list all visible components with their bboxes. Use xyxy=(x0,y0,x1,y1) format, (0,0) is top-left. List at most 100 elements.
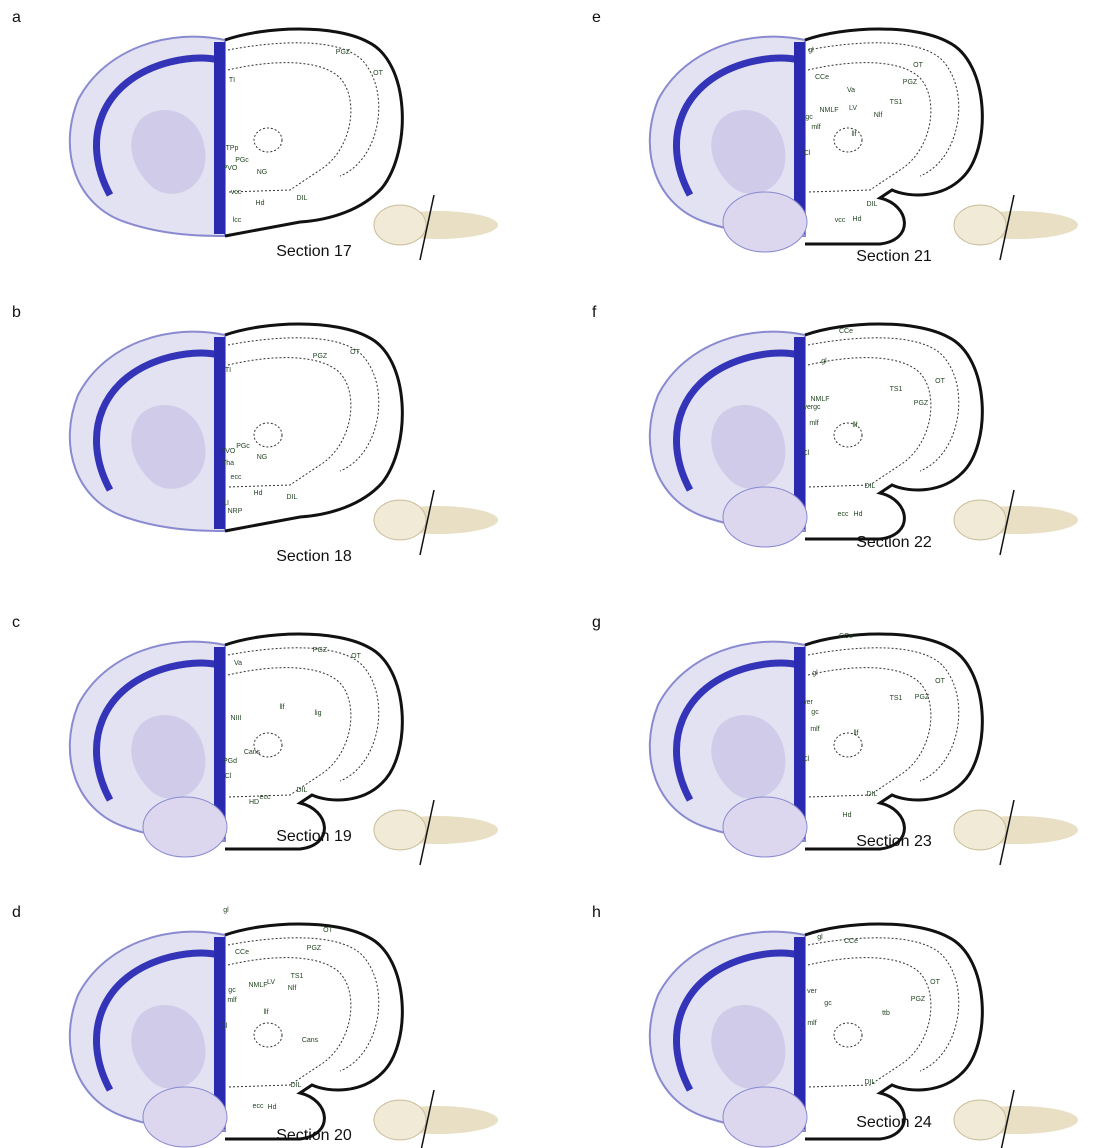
region-label: Cl xyxy=(804,150,811,157)
region-label: OT xyxy=(351,653,361,660)
panel-letter: f xyxy=(592,304,597,321)
fish-head xyxy=(374,500,426,540)
region-label: PGZ xyxy=(914,400,929,407)
nucleus-outline xyxy=(834,423,862,447)
region-label: NMLF xyxy=(248,982,267,989)
region-label: gl xyxy=(821,358,827,365)
region-label: Va xyxy=(847,87,855,94)
region-label: TI xyxy=(229,77,235,84)
region-label: gl xyxy=(817,934,823,941)
region-label: TS1 xyxy=(291,973,304,980)
region-label: Cl xyxy=(803,450,810,457)
region-label: mlf xyxy=(811,124,820,131)
inner-boundary xyxy=(228,43,379,176)
outline xyxy=(225,634,402,849)
panel-letter: a xyxy=(12,9,21,26)
ventral-histology xyxy=(723,1087,807,1147)
nucleus-outline xyxy=(254,128,282,152)
inner-boundary xyxy=(228,938,379,1071)
panel: eSection 21glOTVaPGZCCeLVTS1NMLFNlfgcmlf… xyxy=(592,9,1078,265)
region-label: gc xyxy=(228,987,236,994)
fish-head xyxy=(954,205,1006,245)
inner-boundary xyxy=(808,358,931,487)
region-label: OT xyxy=(913,62,923,69)
region-label: ver xyxy=(803,699,813,706)
inner-boundary xyxy=(228,958,351,1087)
region-label: PVO xyxy=(223,165,238,172)
region-label: gc xyxy=(805,114,813,121)
outline xyxy=(805,324,982,539)
section-label: Section 24 xyxy=(856,1114,932,1131)
region-label: PGc xyxy=(236,443,250,450)
inner-boundary xyxy=(228,358,351,487)
region-label: TS1 xyxy=(890,386,903,393)
region-label: lig xyxy=(314,710,321,717)
region-label: ecc xyxy=(231,474,242,481)
panel-letter: e xyxy=(592,9,601,26)
panel-letter: g xyxy=(592,614,601,631)
inner-boundary xyxy=(228,338,379,471)
region-label: gc xyxy=(824,1000,832,1007)
fish-head xyxy=(374,205,426,245)
region-label: TS1 xyxy=(890,695,903,702)
region-label: PGZ xyxy=(313,647,328,654)
inner-boundary xyxy=(228,648,379,781)
inner-boundary xyxy=(808,648,959,781)
inner-boundary xyxy=(808,668,931,797)
region-label: Cans xyxy=(244,749,261,756)
region-label: Va xyxy=(234,660,242,667)
region-label: Cl xyxy=(803,756,810,763)
region-label: PGZ xyxy=(915,694,930,701)
region-label: CCe xyxy=(815,74,829,81)
inner-boundary xyxy=(808,338,959,471)
outline xyxy=(805,924,982,1139)
inner-boundary xyxy=(228,63,351,192)
panel: fSection 22CCeglOTTS1PGZNMLFvergcmlfllfC… xyxy=(592,304,1078,555)
region-label: TI xyxy=(225,367,231,374)
region-label: ecc xyxy=(260,794,271,801)
outline xyxy=(805,29,982,244)
nucleus-outline xyxy=(834,1023,862,1047)
region-label: NG xyxy=(257,169,268,176)
nucleus-outline xyxy=(254,423,282,447)
region-label: OT xyxy=(935,678,945,685)
region-label: NG xyxy=(257,454,268,461)
region-label: Cl xyxy=(225,773,232,780)
region-label: Hd xyxy=(254,490,263,497)
region-label: Tha xyxy=(222,460,234,467)
region-label: Cl xyxy=(221,1023,228,1030)
fish-head xyxy=(374,810,426,850)
region-label: PGd xyxy=(223,758,237,765)
region-label: NMLF xyxy=(810,396,829,403)
outline xyxy=(225,29,402,236)
region-label: PGZ xyxy=(911,996,926,1003)
region-label: lcc xyxy=(233,217,242,224)
region-label: CCe xyxy=(235,949,249,956)
region-label: PVO xyxy=(221,448,236,455)
region-label: LV xyxy=(849,105,857,112)
region-label: vcc xyxy=(835,217,846,224)
region-label: LV xyxy=(267,979,275,986)
region-label: DIL xyxy=(865,483,876,490)
region-label: CCe xyxy=(844,938,858,945)
region-label: OT xyxy=(935,378,945,385)
ventral-histology xyxy=(143,1087,227,1147)
region-label: HD xyxy=(249,799,259,806)
panel: dSection 20glOTPGZCCeLVTS1NMLFgcmlfNlfll… xyxy=(12,904,498,1148)
region-label: vcc xyxy=(231,189,242,196)
region-label: gc xyxy=(811,709,819,716)
nucleus-outline xyxy=(254,1023,282,1047)
region-label: DIL xyxy=(287,494,298,501)
region-label: TPp xyxy=(226,145,239,152)
region-label: mlf xyxy=(810,726,819,733)
region-label: llf xyxy=(853,730,858,737)
region-label: mlf xyxy=(809,420,818,427)
midline xyxy=(214,42,225,234)
region-label: OT xyxy=(350,349,360,356)
region-label: llf xyxy=(263,1009,268,1016)
section-label: Section 22 xyxy=(856,534,932,551)
nucleus-outline xyxy=(834,128,862,152)
